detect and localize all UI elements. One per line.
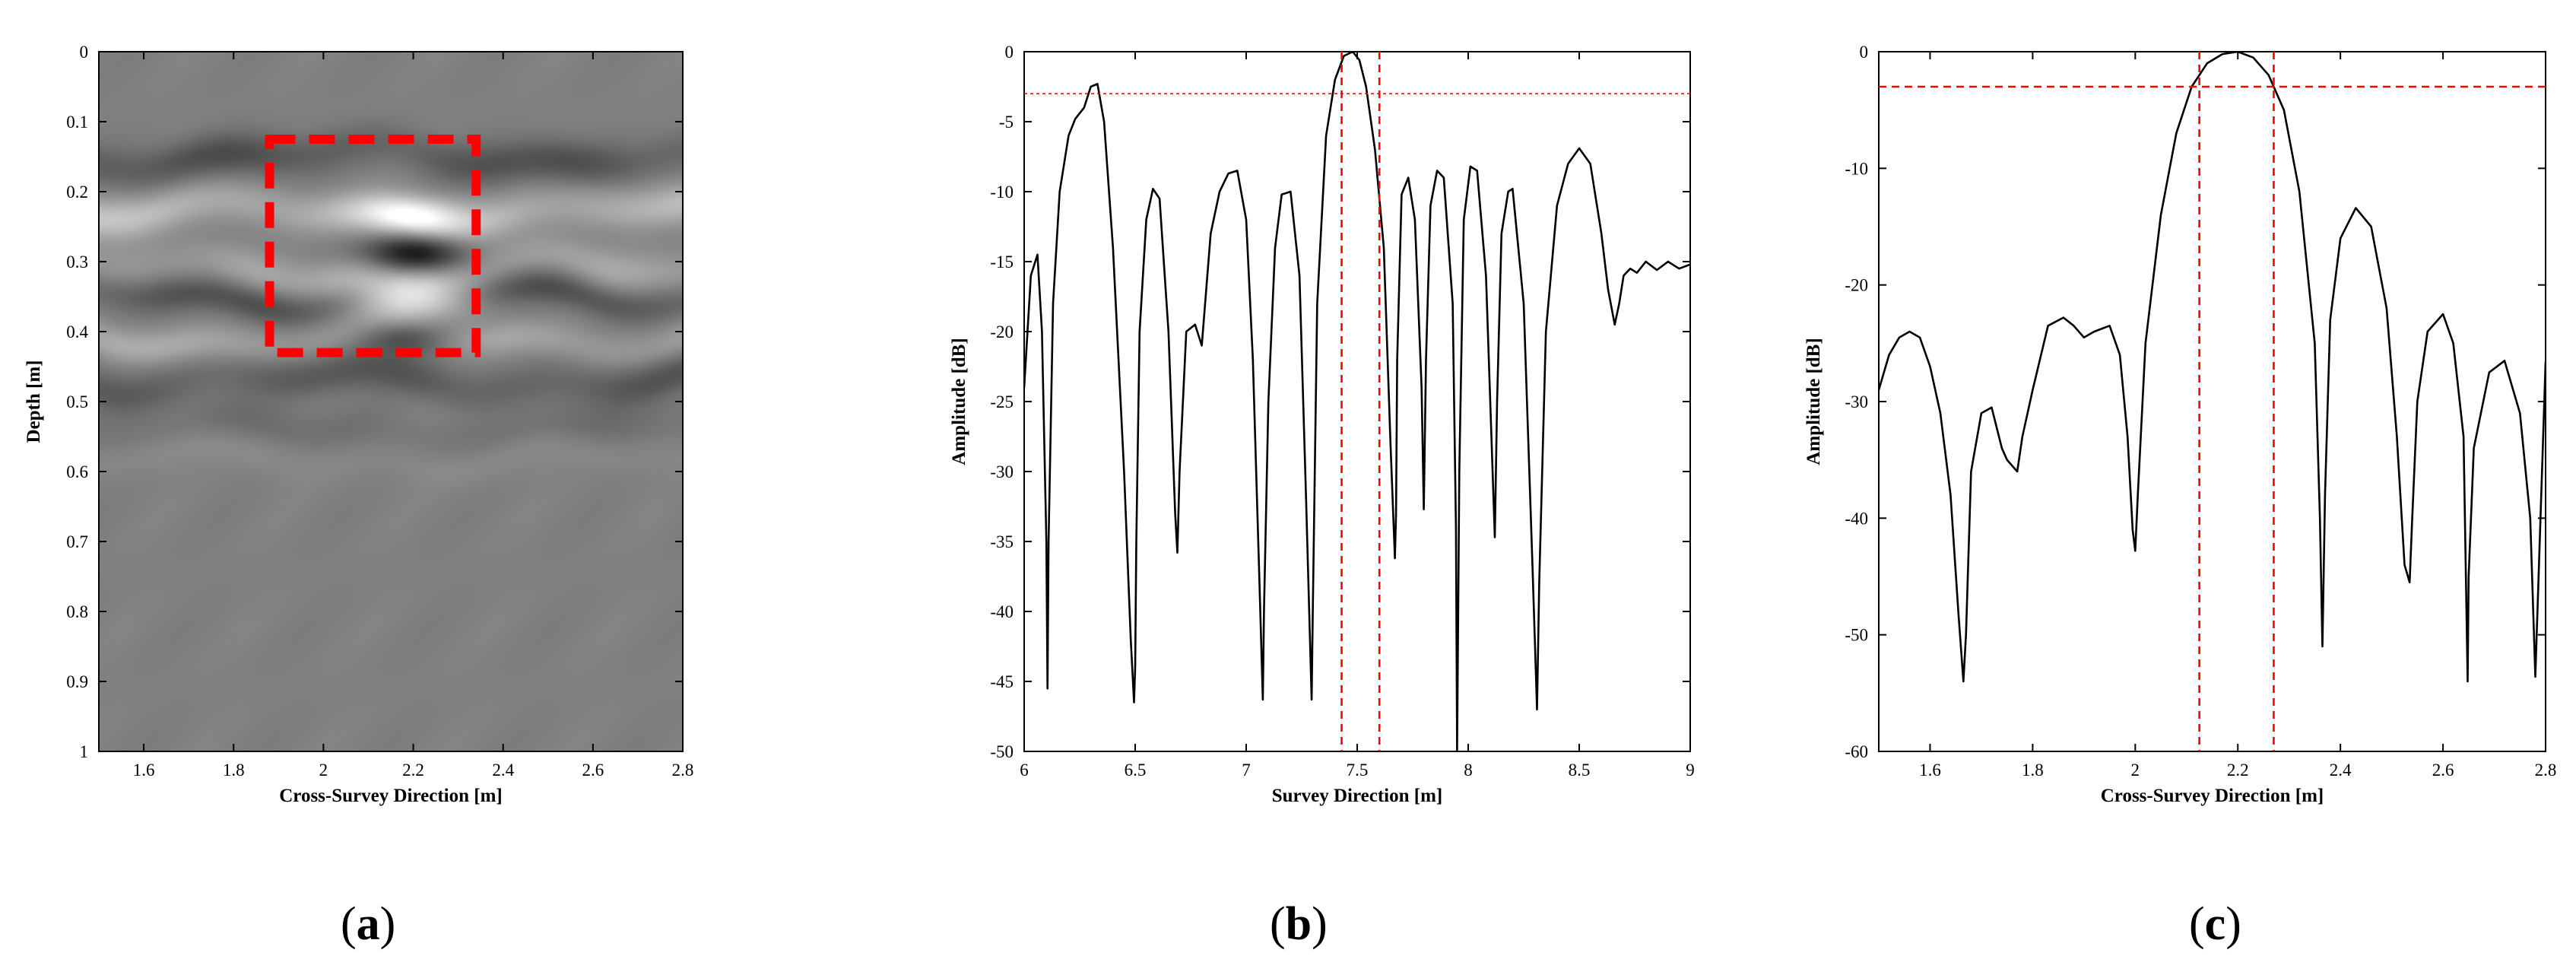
y-axis-label: Amplitude [dB] xyxy=(949,338,969,465)
radargram-image xyxy=(99,52,683,751)
x-tick-label: 1.8 xyxy=(2022,761,2044,780)
x-tick-label: 2.2 xyxy=(402,761,424,780)
chart-a: 1.6 1.8 2 2.2 2.4 2.6 2.8 0 0.1 0.2 0.3 0.4 0.5 0.6 0.… xyxy=(24,43,694,806)
x-tick-label: 2.8 xyxy=(672,761,694,780)
y-tick-label: 0.9 xyxy=(66,672,88,691)
y-tick-label: -25 xyxy=(990,392,1014,411)
panel-a: 1.6 1.8 2 2.2 2.4 2.6 2.8 0 0.1 0.2 0.3 0.4 0.5 0.6 0.… xyxy=(0,0,844,975)
x-tick-label: 7.5 xyxy=(1347,761,1369,780)
x-tick-label: 6.5 xyxy=(1125,761,1147,780)
x-tick-label: 1.8 xyxy=(223,761,245,780)
x-tick-label: 2.4 xyxy=(492,761,514,780)
y-tick-label: 0.2 xyxy=(66,183,88,202)
amplitude-trace xyxy=(1879,52,2546,683)
x-tick-label: 1.6 xyxy=(133,761,155,780)
chart-c: 1.6 1.8 2 2.2 2.4 2.6 2.8 0 -10 -20 -30 -40 -50 -60 Cr… xyxy=(1804,43,2557,806)
panel-b: 6 6.5 7 7.5 8 8.5 9 0 -5 -10 -15 -20 -25 -30 -35 -40 -45… xyxy=(844,0,1710,975)
x-tick-label: 2.8 xyxy=(2535,761,2557,780)
amplitude-trace xyxy=(1024,52,1690,751)
x-tick-label: 2 xyxy=(2131,761,2140,780)
y-tick-label: 0 xyxy=(1005,43,1014,62)
y-tick-label: -20 xyxy=(990,322,1014,341)
panel-label-b: (b) xyxy=(1270,898,1328,950)
y-tick-label: -20 xyxy=(1845,276,1868,295)
y-tick-label: -50 xyxy=(990,742,1014,761)
x-tick-label: 2.6 xyxy=(582,761,604,780)
y-tick-label: 0.8 xyxy=(66,602,88,621)
y-tick-label: -10 xyxy=(1845,159,1868,178)
x-tick-label: 8 xyxy=(1464,761,1473,780)
x-tick-label: 2.2 xyxy=(2227,761,2249,780)
x-tick-label: 2.6 xyxy=(2432,761,2454,780)
x-axis-label: Cross-Survey Direction [m] xyxy=(279,786,502,806)
y-tick-label: -60 xyxy=(1845,742,1868,761)
panel-c: 1.6 1.8 2 2.2 2.4 2.6 2.8 0 -10 -20 -30 -40 -50 -60 Cr… xyxy=(1710,0,2576,975)
plot-frame xyxy=(1878,51,2546,752)
panel-label-c: (c) xyxy=(2189,898,2241,950)
y-tick-label: -15 xyxy=(990,252,1014,272)
y-tick-label: 0 xyxy=(80,43,89,62)
plot-frame xyxy=(1023,51,1691,752)
y-tick-label: 1 xyxy=(80,742,89,761)
y-tick-label: 0.7 xyxy=(66,532,88,551)
y-tick-label: -50 xyxy=(1845,626,1868,645)
y-tick-label: 0.5 xyxy=(66,392,88,411)
y-tick-label: -30 xyxy=(1845,392,1868,411)
x-tick-label: 7 xyxy=(1242,761,1251,780)
target-highlight-box xyxy=(265,135,481,357)
y-tick-label: 0.3 xyxy=(66,252,88,272)
y-tick-label: -35 xyxy=(990,532,1014,551)
y-tick-label: 0.1 xyxy=(66,113,88,132)
y-tick-label: 0.4 xyxy=(66,322,88,341)
x-tick-label: 1.6 xyxy=(1919,761,1941,780)
y-axis-label: Depth [m] xyxy=(24,360,44,443)
x-tick-label: 8.5 xyxy=(1569,761,1591,780)
y-tick-label: 0.6 xyxy=(66,462,88,481)
y-tick-label: -5 xyxy=(999,113,1014,132)
x-tick-label: 2 xyxy=(319,761,328,780)
y-tick-label: -30 xyxy=(990,462,1014,481)
x-tick-label: 9 xyxy=(1686,761,1695,780)
x-axis-label: Cross-Survey Direction [m] xyxy=(2101,786,2324,806)
x-axis-label: Survey Direction [m] xyxy=(1272,786,1443,806)
x-tick-label: 6 xyxy=(1020,761,1029,780)
panel-label-a: (a) xyxy=(341,898,396,950)
y-tick-label: 0 xyxy=(1860,43,1869,62)
y-tick-label: -45 xyxy=(990,672,1014,691)
x-tick-label: 2.4 xyxy=(2330,761,2352,780)
y-tick-label: -40 xyxy=(990,602,1014,621)
chart-b: 6 6.5 7 7.5 8 8.5 9 0 -5 -10 -15 -20 -25 -30 -35 -40 -45… xyxy=(949,43,1695,806)
y-tick-label: -10 xyxy=(990,183,1014,202)
y-tick-label: -40 xyxy=(1845,509,1868,528)
y-axis-label: Amplitude [dB] xyxy=(1804,338,1824,465)
